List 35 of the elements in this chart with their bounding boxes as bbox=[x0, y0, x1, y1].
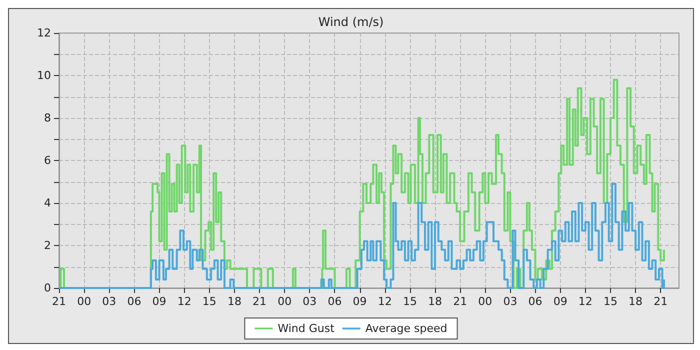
y-tick-label: 2 bbox=[44, 239, 51, 252]
x-tick-label: 06 bbox=[328, 295, 342, 308]
x-tick-label: 09 bbox=[553, 295, 568, 308]
x-tick-label: 06 bbox=[528, 295, 542, 308]
x-tick-label: 09 bbox=[152, 295, 166, 308]
x-tick-label: 00 bbox=[77, 295, 92, 308]
x-tick-label: 21 bbox=[654, 295, 668, 308]
x-tick-label: 15 bbox=[402, 295, 417, 308]
x-tick-label: 06 bbox=[127, 295, 142, 308]
y-tick-label: 0 bbox=[44, 282, 51, 294]
x-tick-label: 21 bbox=[453, 295, 468, 308]
x-tick-label: 03 bbox=[102, 295, 116, 308]
y-tick-label: 12 bbox=[37, 26, 51, 40]
chart-title: Wind (m/s) bbox=[318, 15, 384, 29]
x-tick-label: 18 bbox=[428, 295, 442, 308]
x-tick-label: 18 bbox=[227, 295, 242, 308]
x-tick-label: 21 bbox=[52, 295, 66, 308]
x-tick-label: 03 bbox=[302, 295, 317, 308]
x-tick-label: 12 bbox=[177, 295, 192, 308]
x-tick-label: 09 bbox=[352, 295, 367, 308]
y-tick-label: 6 bbox=[44, 154, 51, 167]
x-tick-label: 18 bbox=[628, 295, 643, 308]
x-tick-label: 12 bbox=[378, 295, 392, 308]
x-tick-label: 15 bbox=[202, 295, 216, 308]
x-tick-label: 00 bbox=[278, 295, 292, 308]
x-tick-label: 21 bbox=[252, 295, 267, 308]
legend-label: Wind Gust bbox=[278, 322, 336, 335]
x-tick-label: 03 bbox=[503, 295, 518, 308]
y-tick-label: 8 bbox=[44, 112, 51, 124]
y-tick-label: 4 bbox=[44, 196, 51, 210]
y-tick-label: 10 bbox=[37, 69, 51, 82]
x-tick-label: 15 bbox=[603, 295, 618, 308]
x-tick-label: 12 bbox=[578, 295, 592, 308]
legend-label: Average speed bbox=[365, 322, 448, 335]
x-tick-label: 00 bbox=[478, 295, 492, 308]
